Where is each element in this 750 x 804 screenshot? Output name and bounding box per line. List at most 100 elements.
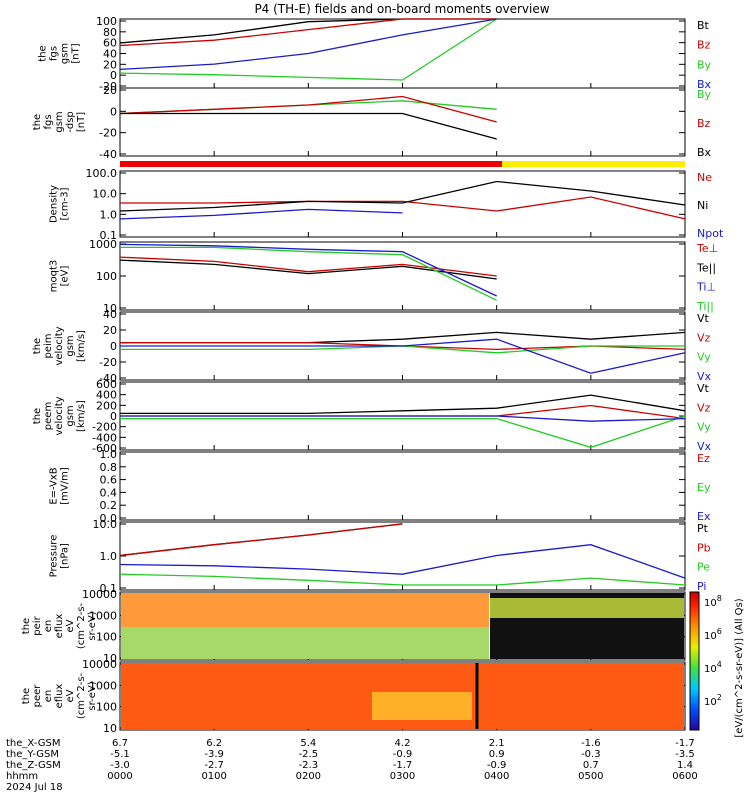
series-line-Bz — [119, 95, 497, 123]
panel-fgs-gsm-dsp: thefgsgsm-dsp[nT] 20 0 -20 -40 By Bz Bx — [32, 84, 712, 161]
y-axis-label-line: peim — [43, 333, 54, 358]
y-axis-label-line: gsm — [54, 111, 65, 132]
colorbar-gradient — [689, 591, 700, 731]
y-tick-label: 0 — [110, 340, 117, 353]
y-axis-label-line: E=-VxB — [49, 467, 60, 504]
ephemeris-value: 0.9 — [489, 749, 505, 760]
panel-peir-spectrogram: thepeirenefluxeV(cm^2-s-sr-eV)1000010001… — [21, 588, 686, 665]
ephemeris-value: 0100 — [201, 771, 226, 782]
y-tick-label: 20 — [103, 324, 117, 337]
y-axis-label-line: fgs — [49, 46, 60, 61]
y-axis-label-line: [nT] — [76, 112, 87, 132]
ephemeris-value: 0200 — [296, 771, 321, 782]
colorbar-tick-exponent: 4 — [717, 660, 722, 669]
y-axis-label-line: en — [43, 620, 54, 633]
y-axis-label: thepeerenefluxeV(cm^2-s-sr-eV) — [21, 672, 98, 719]
y-axis-label-line: gsm — [60, 43, 71, 64]
y-tick-label: 40 — [103, 308, 117, 321]
y-axis-label: thefgsgsm-dsp[nT] — [32, 111, 87, 133]
y-tick-label: 0.6 — [100, 474, 118, 487]
series-line-Vy — [120, 345, 685, 354]
y-axis-label-line: the — [21, 618, 32, 634]
y-tick-label: 1000 — [89, 679, 117, 692]
colorbar: 108 106 104 102 [eV/(cm^2-s-sr-eV)] (All Qs) — [689, 591, 745, 738]
legend-entry-Bz: Bz — [697, 39, 711, 52]
legend-entry-Pe: Pe — [697, 561, 710, 574]
y-tick-label: 0.4 — [100, 486, 118, 499]
y-tick-label: -600 — [92, 442, 117, 455]
legend-entry-Bt: Bt — [697, 19, 710, 32]
peir-spectrogram-band — [490, 598, 684, 618]
y-axis-label-line: gsm — [65, 405, 76, 426]
series-line-Vy — [120, 415, 686, 449]
y-axis-label-line: peer — [32, 684, 43, 708]
y-axis-label-line: the — [21, 688, 32, 704]
ephemeris-value: -0.3 — [581, 749, 601, 760]
plot-title: P4 (TH-E) fields and on-board moments ov… — [254, 2, 549, 16]
ephemeris-value: 4.2 — [395, 738, 411, 749]
legend-entry-Bx: Bx — [697, 146, 712, 159]
panel-frame — [119, 87, 686, 157]
mode-bar-fast-survey — [502, 161, 685, 167]
ephemeris-label: the_Z-GSM — [6, 760, 61, 771]
y-tick-label: 10.0 — [93, 188, 118, 201]
ephemeris-value: 0400 — [484, 771, 509, 782]
colorbar-tick-exponent: 6 — [717, 627, 722, 636]
y-axis-label-line: peir — [32, 615, 43, 635]
series-line-Vt — [120, 331, 686, 344]
ephemeris-value: -2.3 — [299, 760, 319, 771]
legend-entry-Ti⊥: Ti⊥ — [696, 281, 716, 294]
series-line-Pe — [119, 573, 686, 586]
y-tick-label: 40 — [103, 48, 117, 61]
y-tick-label: 100 — [96, 701, 117, 714]
y-axis-label-line: gsm — [65, 335, 76, 356]
y-axis-label-line: Pressure — [49, 535, 60, 578]
peir-spectrogram-region-high — [121, 593, 489, 627]
panel-temperature: moqt3[eV] 1000 100 10 Te⊥ Te|| Ti⊥ Ti|| — [49, 238, 719, 315]
y-tick-label: 0.0 — [100, 512, 118, 525]
y-tick-label: 0.8 — [100, 461, 118, 474]
y-tick-label: 10000 — [82, 588, 117, 601]
y-tick-label: 20 — [103, 58, 117, 71]
panel-frame — [119, 170, 686, 238]
ephemeris-value: -1.7 — [393, 760, 413, 771]
y-tick-label: 10 — [103, 302, 117, 315]
plot-date: 2024 Jul 18 — [6, 782, 63, 793]
panel-pressure: Pressure[nPa] 10.0 1.0 0.1 Pt Pb Pe Pi — [49, 518, 711, 595]
y-tick-label: 0.1 — [100, 229, 118, 242]
y-tick-label: 0 — [110, 69, 117, 82]
panel-peem-velocity: thepeemvelocitygsm[km/s] 6004002000-200-4… — [32, 378, 712, 455]
ephemeris-value: 5.4 — [300, 738, 316, 749]
y-axis-label: moqt3[eV] — [49, 260, 71, 293]
y-axis-label-line: [km/s] — [76, 400, 87, 432]
y-tick-label: 100.0 — [86, 167, 118, 180]
x-axis-ephemeris: the_X-GSM 6.7 6.2 5.4 4.2 2.1 -1.6 -1.7 the_Y-GS… — [6, 738, 698, 793]
legend-entry-Bx: Bx — [697, 78, 712, 91]
y-tick-label: -20 — [99, 127, 117, 140]
colorbar-tick-exponent: 2 — [717, 693, 722, 702]
legend-entry-Npot: Npot — [697, 227, 724, 240]
legend-entry-Vy: Vy — [697, 351, 711, 364]
legend-entry-Vx: Vx — [697, 440, 712, 453]
y-axis-label: thepeirenefluxeV(cm^2-s-sr-eV) — [21, 602, 98, 649]
ephemeris-value: -5.1 — [110, 749, 130, 760]
y-axis-label-line: the — [32, 114, 43, 130]
y-tick-label: 600 — [96, 378, 117, 391]
y-axis-label-line: sr-eV) — [87, 681, 98, 710]
series-line-Ni — [119, 180, 686, 212]
y-axis-label-line: eflux — [54, 614, 65, 639]
ephemeris-value: 2.1 — [489, 738, 505, 749]
legend-entry-Ti||: Ti|| — [696, 300, 714, 313]
y-tick-label: 10.0 — [93, 518, 118, 531]
y-axis-label-line: eV — [65, 689, 76, 702]
series-line-Vx — [120, 338, 686, 374]
panel-frame — [119, 521, 686, 591]
ephemeris-label: the_Y-GSM — [6, 749, 59, 760]
y-axis-label: thepeemvelocitygsm[km/s] — [32, 396, 87, 435]
legend-entry-Ex: Ex — [697, 510, 711, 523]
ephemeris-value: 0.7 — [583, 760, 599, 771]
panel-peer-spectrogram: thepeerenefluxeV(cm^2-s-sr-eV)1000010001… — [21, 658, 686, 735]
panel-density: Density[cm-3] 100.0 10.0 1.0 0.1 Ne Ni Npot — [49, 167, 724, 242]
legend-entry-Bz: Bz — [697, 117, 711, 130]
